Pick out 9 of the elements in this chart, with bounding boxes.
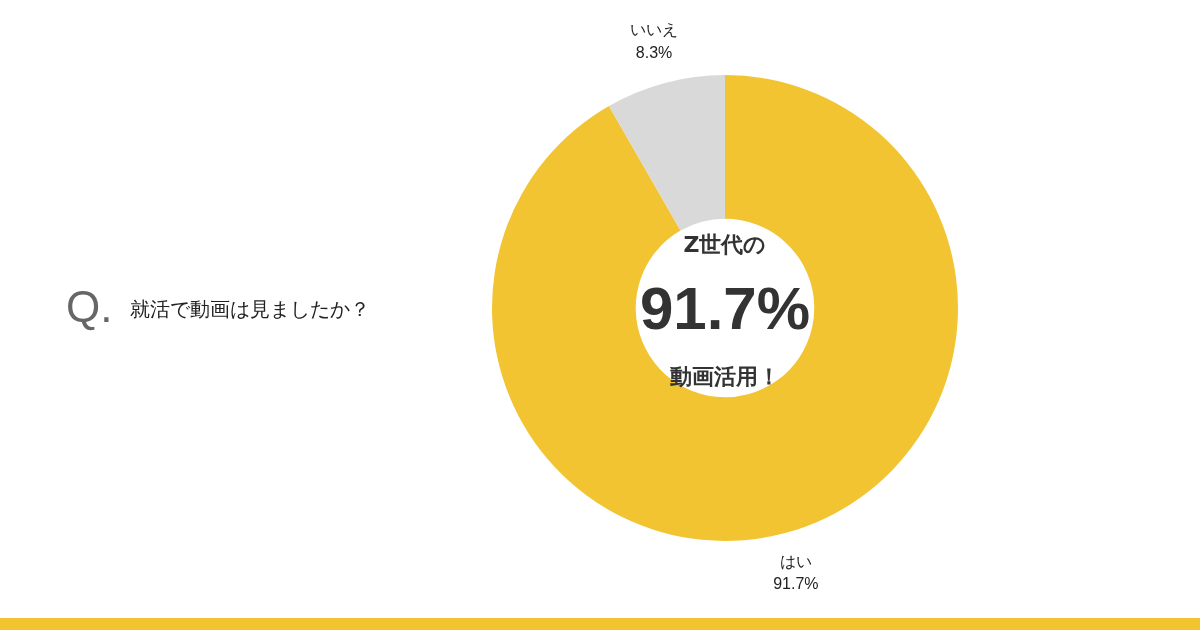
text: Q. xyxy=(66,282,113,332)
slice-label: いいえ xyxy=(630,20,679,40)
text: Z世代の xyxy=(683,231,767,257)
text: 91.7% xyxy=(639,274,811,342)
text: 就活で動画は見ましたか？ xyxy=(130,296,370,323)
text: 動画活用！ xyxy=(669,363,780,389)
slice-label: はい xyxy=(779,551,812,571)
data-label: 91.7% xyxy=(773,575,819,593)
data-label: 8.3% xyxy=(635,43,673,61)
